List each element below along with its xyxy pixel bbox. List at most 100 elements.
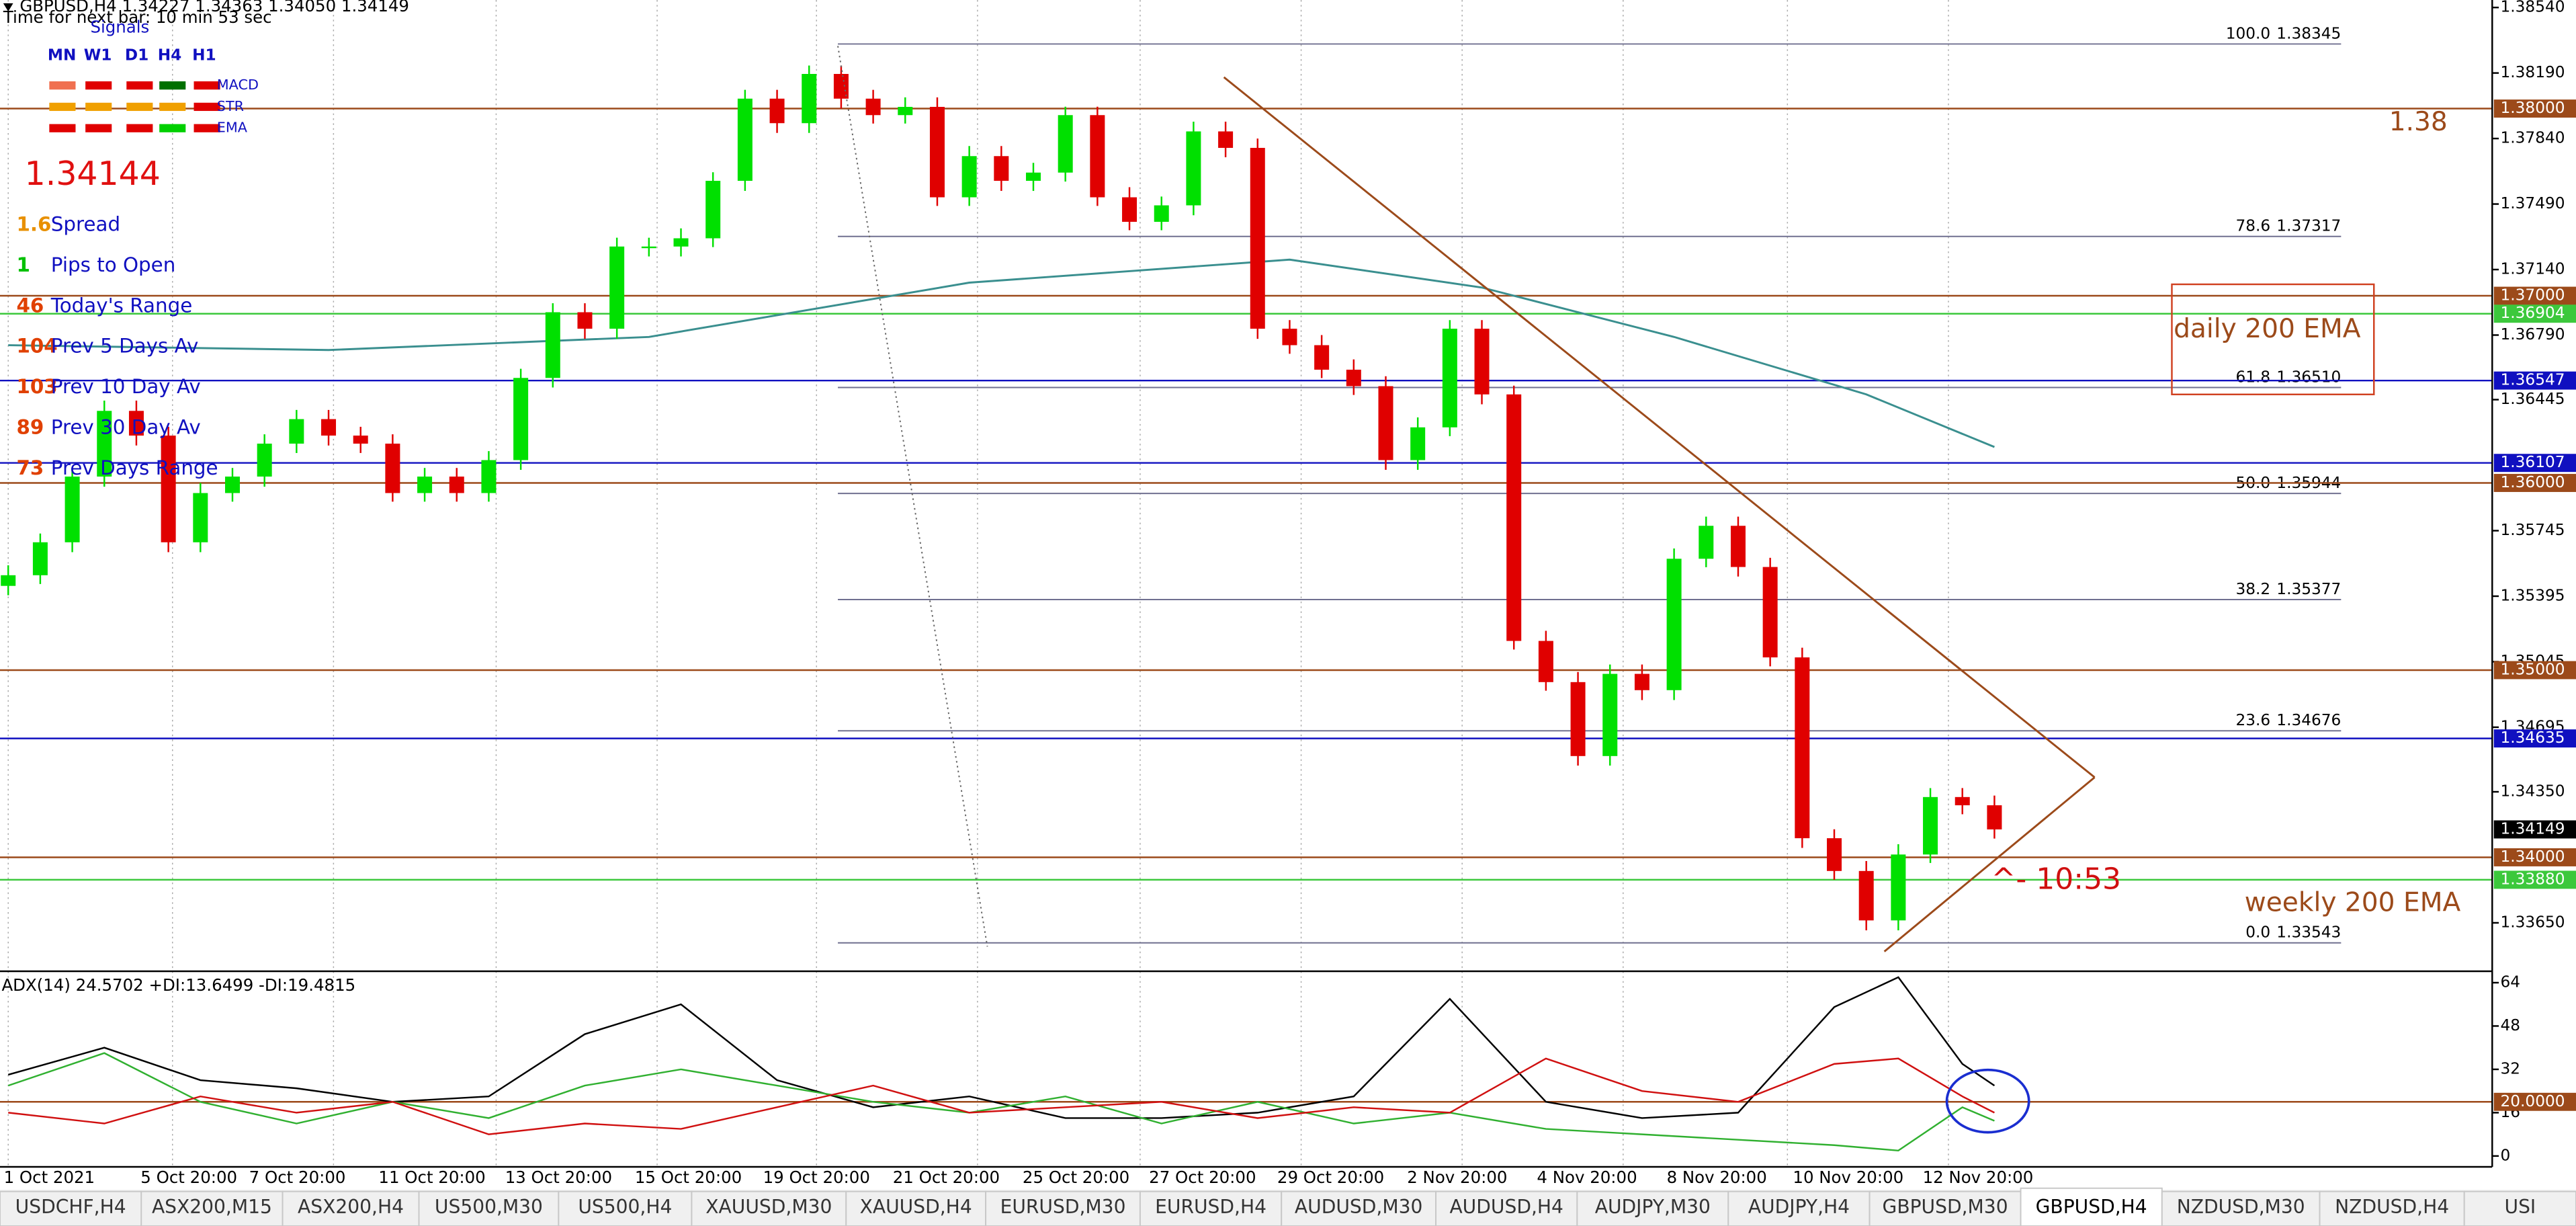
tab-label[interactable]: ASX200,M15 xyxy=(152,1196,272,1218)
y-tick-label: 1.38190 xyxy=(2501,63,2565,81)
tab-label[interactable]: AUDUSD,M30 xyxy=(1295,1196,1422,1218)
candle-body xyxy=(1410,427,1426,460)
tab[interactable] xyxy=(1576,1190,1729,1226)
tab-label[interactable]: AUDUSD,H4 xyxy=(1449,1196,1563,1218)
x-tick-label: 27 Oct 20:00 xyxy=(1149,1168,1256,1187)
candle-body xyxy=(1282,329,1297,345)
tab-label[interactable]: GBPUSD,H4 xyxy=(2036,1196,2147,1218)
signal-cell xyxy=(126,81,153,90)
y-tick-label: 1.35745 xyxy=(2501,521,2565,539)
tab[interactable] xyxy=(1869,1190,2022,1226)
candle-body xyxy=(833,74,849,99)
candle-body xyxy=(1314,345,1330,370)
candle-body xyxy=(1699,526,1714,559)
timeframe-label: D1 xyxy=(125,46,148,65)
tab-label[interactable]: USDCHF,H4 xyxy=(15,1196,126,1218)
trendline xyxy=(1883,776,2096,952)
candle-body xyxy=(128,411,144,436)
candle-body xyxy=(1,575,16,586)
stat-value: 1.6 xyxy=(16,212,51,235)
tab-label[interactable]: GBPUSD,M30 xyxy=(1883,1196,2008,1218)
adx-line xyxy=(8,1057,1995,1135)
signal-cell xyxy=(126,124,153,132)
x-tick-label: 4 Nov 20:00 xyxy=(1537,1168,1637,1187)
candle-body xyxy=(65,477,80,542)
y-tick-label: 0 xyxy=(2501,1146,2511,1164)
collapse-arrow[interactable] xyxy=(3,3,13,12)
signal-row-label: EMA xyxy=(217,120,248,136)
tab[interactable] xyxy=(2319,1190,2465,1226)
price-label: 1.38000 xyxy=(2501,99,2565,117)
tab-label[interactable]: AUDJPY,H4 xyxy=(1748,1196,1850,1218)
highlight-circle xyxy=(1945,1068,2030,1134)
signal-cell xyxy=(49,102,76,112)
tab-label[interactable]: NZDUSD,H4 xyxy=(2335,1196,2449,1218)
signals-title: Signals xyxy=(90,17,149,37)
stat-label: Spread xyxy=(51,212,120,235)
active-tab[interactable] xyxy=(2020,1187,2163,1226)
ema-200-line xyxy=(8,258,1995,448)
fibo-price: 1.37317 xyxy=(2276,217,2341,235)
indicator-title: ADX(14) 24.5702 +DI:13.6499 -DI:19.4815 xyxy=(1,975,355,995)
price-label: 1.34149 xyxy=(2501,819,2565,837)
tab-label[interactable]: EURUSD,H4 xyxy=(1155,1196,1266,1218)
tab[interactable] xyxy=(1435,1190,1578,1226)
tab[interactable] xyxy=(1727,1190,1871,1226)
price-label: 1.36107 xyxy=(2501,453,2565,471)
signal-cell xyxy=(85,102,112,112)
signal-cell xyxy=(49,124,76,132)
tab-label[interactable]: AUDJPY,M30 xyxy=(1595,1196,1711,1218)
fibo-price: 1.38345 xyxy=(2276,24,2341,42)
stat-label: Prev Days Range xyxy=(51,456,218,479)
tab[interactable] xyxy=(1281,1190,1437,1226)
tab-label[interactable]: US500,H4 xyxy=(578,1196,672,1218)
candle-body xyxy=(289,419,304,444)
stat-label: Prev 30 Day Av xyxy=(51,415,201,438)
price-label-box xyxy=(2493,729,2576,748)
candle-body xyxy=(898,107,913,116)
price-label-box xyxy=(2493,1092,2576,1111)
candle-body xyxy=(161,436,176,542)
signal-cell xyxy=(194,102,220,112)
candle-body xyxy=(1570,682,1586,756)
candle-body xyxy=(1474,329,1490,395)
tab[interactable] xyxy=(1139,1190,1283,1226)
fibo-price: 1.34676 xyxy=(2276,711,2341,729)
candle-body xyxy=(224,477,240,493)
tab[interactable] xyxy=(2463,1190,2576,1226)
price-label: 1.35000 xyxy=(2501,660,2565,678)
tab-label[interactable]: US500,M30 xyxy=(435,1196,543,1218)
tab[interactable] xyxy=(0,1190,142,1226)
price-label: 1.37000 xyxy=(2501,286,2565,304)
fibo-price: 1.33543 xyxy=(2276,924,2341,942)
tab-label[interactable]: NZDUSD,M30 xyxy=(2177,1196,2305,1218)
signal-row-label: STR xyxy=(217,98,244,114)
y-tick-label: 1.37140 xyxy=(2501,260,2565,278)
trendline xyxy=(1223,76,2096,778)
annotation-box xyxy=(2171,283,2375,396)
tab[interactable] xyxy=(558,1190,693,1226)
candle-body xyxy=(32,542,48,575)
tab[interactable] xyxy=(140,1190,284,1226)
y-tick-label: 1.36445 xyxy=(2501,390,2565,408)
adx-line xyxy=(7,976,1995,1119)
candle-body xyxy=(769,98,785,124)
price-label-box xyxy=(2493,286,2576,305)
tab-label[interactable]: XAUUSD,H4 xyxy=(860,1196,972,1218)
tab-label[interactable]: USI xyxy=(2505,1196,2536,1218)
candle-body xyxy=(1378,386,1393,460)
symbol-line: GBPUSD,H4 1.34227 1.34363 1.34050 1.3414… xyxy=(19,0,409,15)
marks xyxy=(1,65,2002,1152)
tab-label[interactable]: ASX200,H4 xyxy=(298,1196,404,1218)
tab[interactable] xyxy=(845,1190,987,1226)
candle-body xyxy=(353,436,368,444)
price-label-box xyxy=(2493,371,2576,390)
tab-label[interactable]: XAUUSD,M30 xyxy=(705,1196,832,1218)
candle-body xyxy=(641,246,656,249)
grid: 1 Oct 2021 5 Oct 20:00 7 Oct 20:00 11 Oct 2… xyxy=(4,0,2565,1187)
tab-label[interactable]: EURUSD,M30 xyxy=(1000,1196,1126,1218)
signal-cell xyxy=(194,124,220,132)
